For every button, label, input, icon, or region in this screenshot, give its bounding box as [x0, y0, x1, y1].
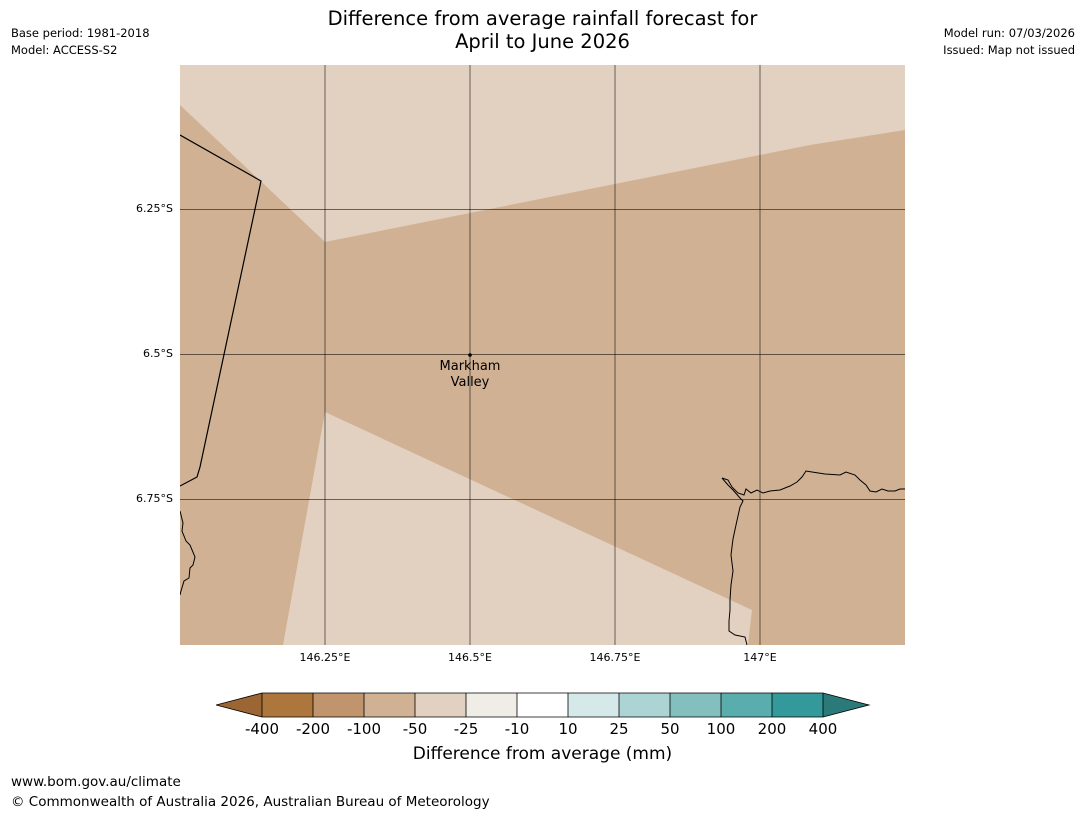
colorbar-bin	[619, 693, 670, 717]
colorbar-tick-label: 400	[808, 720, 838, 738]
place-name-line-2: Valley	[450, 375, 490, 390]
colorbar-tick-label: -400	[244, 720, 280, 738]
colorbar-tick-label: 50	[660, 720, 680, 738]
colorbar-tick-label: -100	[346, 720, 382, 738]
colorbar-bin	[721, 693, 772, 717]
colorbar-bin	[517, 693, 568, 717]
longitude-label-4: 147°E	[743, 651, 777, 664]
colorbar-bin	[466, 693, 517, 717]
colorbar	[216, 692, 871, 718]
colorbar-bin	[772, 693, 823, 717]
model-name: Model: ACCESS-S2	[11, 43, 118, 57]
meta-left: Base period: 1981-2018 Model: ACCESS-S2	[11, 25, 150, 59]
longitude-label-1: 146.25°E	[299, 651, 351, 664]
title-line-2: April to June 2026	[455, 30, 630, 53]
meta-right: Model run: 07/03/2026 Issued: Map not is…	[943, 25, 1075, 59]
colorbar-tick-label: -50	[402, 720, 428, 738]
issued-status: Issued: Map not issued	[943, 43, 1075, 57]
colorbar-tick-label: -25	[453, 720, 479, 738]
map-panel	[180, 65, 905, 645]
colorbar-bin	[568, 693, 619, 717]
model-run: Model run: 07/03/2026	[943, 26, 1075, 40]
colorbar-bin	[415, 693, 466, 717]
colorbar-bin	[262, 693, 313, 717]
colorbar-tick-label: -200	[295, 720, 331, 738]
colorbar-tick-label: -10	[504, 720, 530, 738]
colorbar-extend-low	[216, 693, 262, 717]
coastline-west	[180, 510, 196, 596]
place-name-line-1: Markham	[439, 359, 501, 374]
colorbar-title: Difference from average (mm)	[412, 744, 673, 764]
province-boundary	[180, 134, 262, 487]
map-title: Difference from average rainfall forecas…	[240, 7, 845, 53]
longitude-label-2: 146.5°E	[448, 651, 492, 664]
latitude-label-3: 6.75°S	[136, 492, 173, 505]
coastline-river-inlet	[721, 477, 748, 645]
longitude-label-3: 146.75°E	[589, 651, 641, 664]
region-below-average-25-south	[283, 412, 752, 645]
latitude-label-2: 6.5°S	[143, 347, 173, 360]
footer-url: www.bom.gov.au/climate	[11, 774, 181, 790]
latitude-label-1: 6.25°S	[136, 202, 173, 215]
region-below-average-25-north	[180, 65, 905, 242]
place-label-markham-valley: Markham Valley	[420, 359, 520, 391]
footer-copyright: © Commonwealth of Australia 2026, Austra…	[11, 794, 490, 810]
map-canvas	[180, 65, 905, 645]
colorbar-tick-label: 200	[757, 720, 787, 738]
colorbar-tick-label: 10	[558, 720, 578, 738]
base-period: Base period: 1981-2018	[11, 26, 150, 40]
markham-valley-marker	[468, 353, 472, 357]
colorbar-tick-label: 25	[609, 720, 629, 738]
colorbar-tick-label: 100	[706, 720, 736, 738]
coastline-north-east	[721, 470, 905, 496]
colorbar-bin	[313, 693, 364, 717]
colorbar-bin	[364, 693, 415, 717]
title-line-1: Difference from average rainfall forecas…	[327, 7, 758, 30]
colorbar-extend-high	[823, 693, 869, 717]
colorbar-bin	[670, 693, 721, 717]
graticule	[180, 65, 905, 645]
